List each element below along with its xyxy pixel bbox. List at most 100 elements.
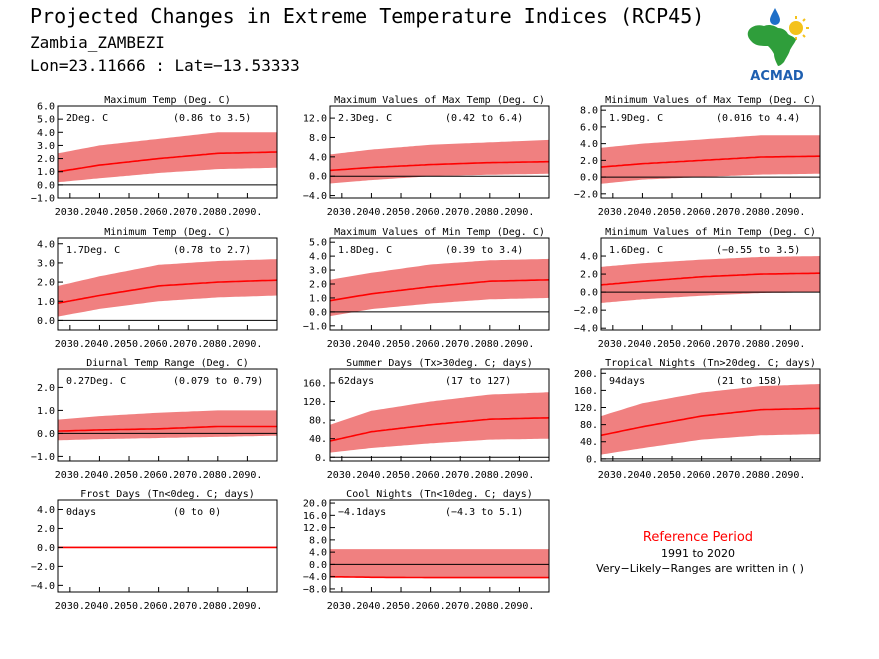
y-tick-label: 16.0 — [303, 511, 327, 522]
x-tick-label: 2080. — [746, 339, 776, 350]
y-tick-label: 0.0 — [37, 543, 55, 554]
chart-title: Diurnal Temp Range (Deg. C) — [86, 358, 249, 369]
x-tick-label: 2030. — [327, 601, 357, 612]
x-tick-label: 2070. — [445, 470, 475, 481]
x-tick-label: 2070. — [716, 207, 746, 218]
plot-frame — [600, 368, 821, 462]
y-tick-label: 2.0 — [309, 280, 327, 291]
chart-panel: 200. 160. 120. 80. 40. 0.2030. 2040. 2050. 2060.… — [574, 358, 821, 481]
y-tick-label: 0.0 — [37, 316, 55, 327]
y-tick-label: 1.0 — [37, 406, 55, 417]
median-line — [329, 279, 550, 302]
x-tick-label: 2090. — [775, 470, 805, 481]
plot-frame — [57, 237, 278, 331]
chart-panel: 160. 120. 80. 40. 0.2030. 2040. 2050. 2060. 2070… — [303, 358, 550, 481]
water-drop-icon — [770, 8, 780, 25]
range-label: (0.86 to 3.5) — [173, 113, 251, 124]
x-tick-label: 2090. — [504, 339, 534, 350]
x-tick-label: 2040. — [356, 207, 386, 218]
x-tick-label: 2040. — [356, 339, 386, 350]
plot-frame — [57, 105, 278, 199]
x-tick-label: 2090. — [232, 470, 262, 481]
x-tick-label: 2070. — [716, 470, 746, 481]
y-tick-label: 3.0 — [309, 266, 327, 277]
y-tick-label: 1.0 — [37, 167, 55, 178]
x-tick-label: 2050. — [657, 207, 687, 218]
x-tick-label: 2070. — [173, 470, 203, 481]
x-tick-label: 2090. — [775, 339, 805, 350]
y-tick-label: 8.0 — [580, 106, 598, 117]
median-line — [600, 155, 820, 168]
value-label: 62days — [338, 376, 374, 387]
y-tick-label: 4.0 — [580, 139, 598, 150]
x-tick-label: 2060. — [416, 470, 446, 481]
range-label: (17 to 127) — [445, 376, 511, 387]
x-tick-label: 2060. — [687, 207, 717, 218]
x-tick-label: 2080. — [203, 601, 233, 612]
x-tick-label: 2050. — [386, 339, 416, 350]
chart-title: Frost Days (Tn<0deg. C; days) — [80, 489, 255, 500]
y-tick-label: −2.0 — [574, 306, 598, 317]
x-tick-label: 2050. — [657, 339, 687, 350]
y-tick-label: 2.0 — [37, 383, 55, 394]
y-tick-label: 5.0 — [309, 238, 327, 249]
x-tick-label: 2030. — [598, 339, 628, 350]
x-tick-label: 2060. — [416, 207, 446, 218]
y-tick-label: 2.0 — [37, 278, 55, 289]
x-tick-label: 2080. — [475, 601, 505, 612]
y-tick-label: 6.0 — [37, 102, 55, 113]
y-tick-label: 0.0 — [580, 288, 598, 299]
plot-frame — [600, 105, 821, 199]
value-label: 1.8Deg. C — [338, 245, 392, 256]
y-tick-label: 12.0 — [303, 114, 327, 125]
x-tick-label: 2070. — [173, 339, 203, 350]
x-tick-label: 2040. — [627, 470, 657, 481]
y-tick-label: 4.0 — [309, 548, 327, 559]
value-label: 1.7Deg. C — [66, 245, 120, 256]
logo-text: ACMAD — [750, 69, 804, 84]
x-tick-label: 2060. — [144, 207, 174, 218]
y-tick-label: 80. — [580, 420, 598, 431]
x-tick-label: 2060. — [416, 601, 446, 612]
x-tick-label: 2080. — [475, 470, 505, 481]
range-band — [58, 410, 277, 441]
y-tick-label: 2.0 — [580, 270, 598, 281]
x-tick-label: 2040. — [84, 339, 114, 350]
y-tick-label: −1.0 — [303, 321, 327, 332]
y-tick-label: 12.0 — [303, 523, 327, 534]
plot-frame — [57, 499, 278, 593]
region-label: Zambia_ZAMBEZI — [30, 33, 165, 52]
y-tick-label: 4.0 — [309, 152, 327, 163]
x-tick-label: 2030. — [55, 207, 85, 218]
range-band — [601, 256, 820, 303]
value-label: −4.1days — [338, 507, 386, 518]
y-tick-label: 4.0 — [309, 252, 327, 263]
y-tick-label: 120. — [574, 403, 598, 414]
page-title: Projected Changes in Extreme Temperature… — [30, 4, 705, 28]
x-tick-label: 2070. — [173, 207, 203, 218]
x-tick-label: 2090. — [504, 601, 534, 612]
x-tick-label: 2050. — [386, 470, 416, 481]
y-tick-label: 0. — [315, 453, 327, 464]
x-tick-label: 2040. — [84, 601, 114, 612]
x-tick-label: 2050. — [386, 601, 416, 612]
x-tick-label: 2080. — [475, 339, 505, 350]
x-tick-label: 2030. — [327, 207, 357, 218]
x-tick-label: 2030. — [598, 207, 628, 218]
x-tick-label: 2080. — [203, 207, 233, 218]
y-tick-label: 0.0 — [37, 429, 55, 440]
x-tick-label: 2080. — [203, 470, 233, 481]
x-tick-label: 2050. — [114, 207, 144, 218]
x-tick-label: 2070. — [445, 339, 475, 350]
x-tick-label: 2090. — [232, 207, 262, 218]
y-tick-label: 20.0 — [303, 499, 327, 510]
reference-note: Very−Likely−Ranges are written in ( ) — [596, 562, 804, 575]
value-label: 1.9Deg. C — [609, 113, 663, 124]
range-label: (0.39 to 3.4) — [445, 245, 523, 256]
y-tick-label: 4.0 — [37, 128, 55, 139]
x-tick-label: 2050. — [386, 207, 416, 218]
plot-frame — [329, 105, 550, 199]
